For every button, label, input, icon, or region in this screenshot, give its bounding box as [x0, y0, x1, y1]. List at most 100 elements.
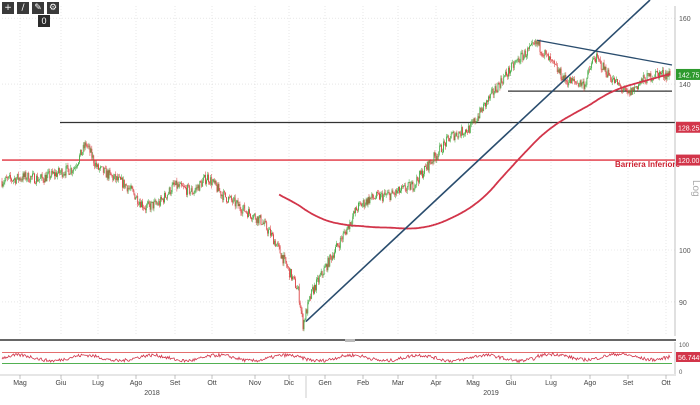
candle-body [346, 228, 348, 235]
candle-body [467, 125, 469, 133]
candle-body [141, 201, 142, 208]
candle-body [168, 187, 170, 194]
candle-body [36, 175, 37, 184]
counter-badge[interactable]: 0 [38, 15, 50, 27]
candle-body [464, 133, 465, 135]
candle-body [487, 100, 488, 102]
candle-body [217, 184, 219, 192]
candle-body [553, 61, 555, 64]
candle-body [296, 288, 298, 290]
candle-body [532, 42, 534, 44]
candle-body [353, 211, 355, 217]
draw-icon[interactable]: / [17, 2, 29, 14]
candle-body [472, 121, 474, 123]
candle-body [422, 170, 423, 178]
candle-body [288, 267, 290, 268]
candle-body [329, 254, 331, 267]
candle-body [34, 173, 35, 184]
candle-body [338, 245, 340, 248]
candle-body [426, 161, 428, 170]
candle-body [229, 197, 230, 198]
candle-body [488, 96, 490, 99]
candle-body [347, 224, 349, 229]
candle-body [519, 61, 521, 63]
candle-body [298, 286, 300, 303]
candle-body [299, 302, 301, 307]
candle-body [116, 176, 118, 181]
candle-body [486, 100, 487, 107]
candle-body [306, 309, 308, 314]
candle-body [277, 243, 279, 245]
candle-body [628, 90, 630, 93]
candle-body [165, 193, 166, 198]
candle-body [201, 181, 203, 187]
crosshair-icon[interactable]: + [2, 2, 14, 14]
candle-body [100, 166, 102, 168]
candle-body [466, 129, 467, 132]
candle-body [586, 78, 588, 85]
candle-body [646, 73, 648, 84]
candle-body [373, 198, 375, 199]
candle-body [359, 202, 361, 204]
candle-body [509, 67, 510, 74]
candle-body [551, 59, 552, 61]
candle-body [52, 170, 54, 174]
candle-body [83, 144, 85, 149]
candle-body [75, 167, 76, 169]
candle-body [502, 82, 504, 84]
candle-body [92, 155, 94, 158]
candle-body [111, 175, 113, 176]
candle-body [603, 62, 605, 70]
candle-body [577, 82, 579, 87]
downtrend-line[interactable] [537, 39, 673, 66]
candle-body [209, 177, 211, 184]
candle-body [24, 172, 26, 177]
candle-body [546, 52, 548, 54]
candle-body [572, 78, 573, 81]
candle-body [178, 184, 180, 187]
price-tick-label: 90 [679, 300, 687, 307]
candle-body [295, 287, 297, 290]
panel-resize-handle[interactable] [345, 339, 355, 342]
candle-body [355, 207, 356, 214]
candle-body [490, 90, 492, 94]
month-label: Feb [357, 380, 369, 387]
month-label: Ago [584, 380, 597, 387]
candle-body [385, 194, 387, 196]
settings-icon[interactable]: ⚙ [47, 2, 59, 14]
candle-body [173, 182, 175, 185]
candle-body [274, 240, 276, 247]
candle-body [483, 103, 485, 112]
candle-body [13, 179, 14, 182]
candle-body [443, 141, 444, 153]
candle-body [108, 170, 110, 179]
candle-body [316, 277, 318, 280]
candle-body [553, 60, 554, 62]
candle-body [445, 142, 446, 147]
candle-body [305, 309, 307, 320]
candle-body [187, 184, 189, 186]
candle-body [549, 56, 550, 61]
candle-body [318, 276, 320, 283]
candle-body [450, 133, 452, 139]
candle-body [437, 156, 439, 158]
candle-body [124, 184, 126, 188]
candle-body [380, 193, 382, 194]
candle-body [334, 252, 335, 258]
candle-body [610, 75, 612, 81]
candle-body [370, 197, 372, 199]
uptrend-line[interactable] [305, 0, 651, 323]
candle-body [513, 63, 515, 68]
candle-body [452, 131, 454, 133]
candle-body [384, 192, 386, 195]
candle-body [581, 83, 583, 86]
pencil-icon[interactable]: ✎ [32, 2, 44, 14]
candle-body [279, 246, 281, 254]
candle-body [71, 168, 73, 173]
candle-body [458, 131, 460, 138]
candle-body [177, 184, 179, 189]
candle-body [57, 168, 59, 174]
candle-body [174, 184, 176, 185]
candle-body [454, 135, 456, 140]
